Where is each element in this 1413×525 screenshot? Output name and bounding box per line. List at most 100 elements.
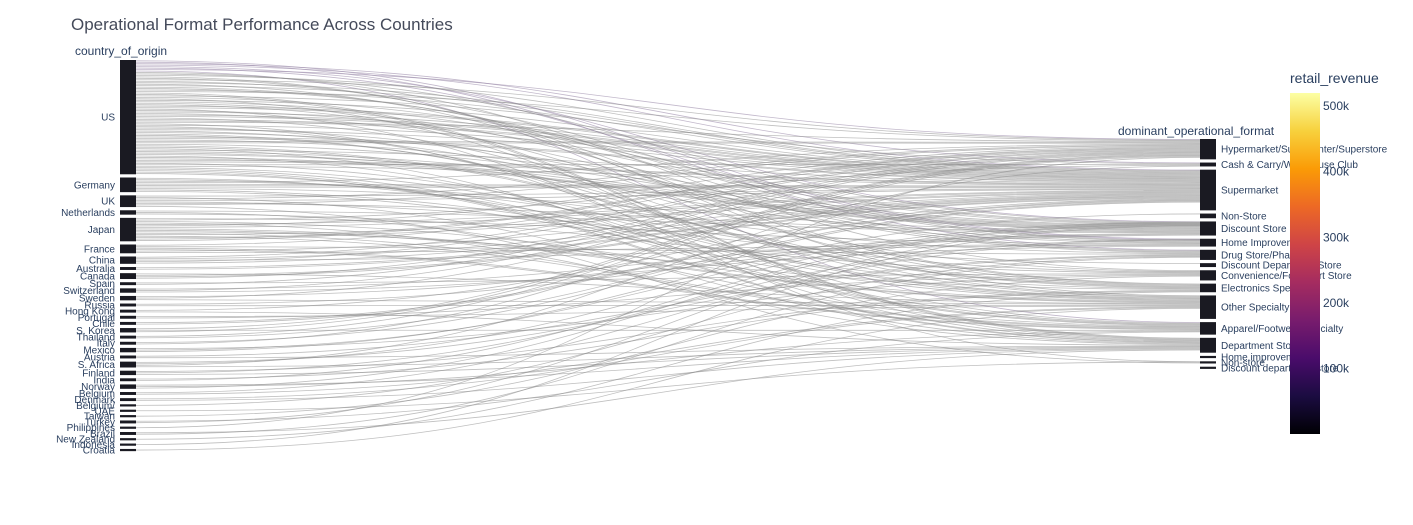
ribbon-path: [135, 305, 1201, 317]
format-bar-discount-department-store[interactable]: [1200, 263, 1216, 268]
ribbon-path: [135, 200, 1201, 325]
country-label-croatia: Croatia: [83, 446, 116, 457]
country-bar-uk[interactable]: [120, 195, 136, 208]
country-bar-indonesia[interactable]: [120, 443, 136, 446]
country-bar-taiwan[interactable]: [120, 415, 136, 418]
country-bar-chile[interactable]: [120, 321, 136, 325]
country-label-brazil: Brazil: [90, 429, 115, 440]
country-bar-s-africa[interactable]: [120, 361, 136, 368]
ribbon-path: [135, 139, 1201, 227]
country-bar-denmark[interactable]: [120, 398, 136, 402]
format-bar-non-store[interactable]: [1200, 361, 1216, 364]
ribbon-path: [135, 153, 1201, 299]
country-bar-spain[interactable]: [120, 282, 136, 286]
colorbar-tick-100k: 100k: [1323, 361, 1350, 375]
country-label-spain: Spain: [89, 279, 115, 290]
ribbon-path: [135, 149, 1201, 184]
country-label-s-korea: S. Korea: [76, 326, 115, 337]
format-bar-drug-store-pharmacy[interactable]: [1200, 249, 1216, 260]
country-bar-france[interactable]: [120, 244, 136, 254]
country-bar-portugal[interactable]: [120, 315, 136, 319]
ribbon-path: [135, 200, 1201, 339]
ribbon-path: [135, 223, 1201, 389]
country-label-uk: UK: [101, 197, 115, 208]
ribbon-path: [135, 183, 1201, 187]
format-bar-convenience-forecourt-store[interactable]: [1200, 270, 1216, 281]
country-bar-croatia[interactable]: [120, 448, 136, 452]
ribbon-path: [135, 152, 1201, 291]
country-bar-turkey[interactable]: [120, 420, 136, 424]
format-bar-department-store[interactable]: [1200, 337, 1216, 353]
country-bar-canada[interactable]: [120, 273, 136, 280]
format-bar-cash-carry-warehouse-club[interactable]: [1200, 162, 1216, 167]
country-bar-philippines[interactable]: [120, 426, 136, 429]
format-bar-apparel-footwear-specialty[interactable]: [1200, 322, 1216, 335]
format-bar-discount-store[interactable]: [1200, 221, 1216, 236]
ribbon-path: [135, 149, 1201, 263]
ribbon-path: [135, 165, 1201, 187]
ribbon-path: [135, 311, 1201, 346]
ribbon-path: [135, 91, 1201, 142]
country-label-russia: Russia: [84, 300, 115, 311]
ribbon-path: [135, 244, 1201, 253]
country-label-sweden: Sweden: [79, 294, 115, 305]
country-bar-brazil[interactable]: [120, 432, 136, 435]
ribbon-path: [135, 194, 1201, 264]
ribbon-path: [135, 118, 1201, 180]
ribbon-path: [135, 140, 1201, 143]
format-bar-hypermarket-supercenter-superstore[interactable]: [1200, 139, 1216, 160]
country-bar-india[interactable]: [120, 378, 136, 382]
country-bar-norway[interactable]: [120, 384, 136, 389]
ribbon-path: [135, 256, 1201, 406]
format-label-home-improvement: Home Improvement: [1221, 238, 1309, 249]
country-label-norway: Norway: [81, 382, 115, 393]
ribbon-path: [135, 147, 1201, 241]
country-bar-netherlands[interactable]: [120, 210, 136, 215]
colorbar-gradient: [1290, 93, 1320, 434]
format-bar-non-store[interactable]: [1200, 213, 1216, 219]
ribbon-path: [135, 99, 1201, 175]
format-label-other-specialty: Other Specialty: [1221, 303, 1289, 314]
country-bar-belgium[interactable]: [120, 392, 136, 395]
country-bar-hong-kong[interactable]: [120, 309, 136, 313]
format-bar-home-improvement[interactable]: [1200, 355, 1216, 359]
colorbar-tick-400k: 400k: [1323, 165, 1350, 179]
format-bar-electronics-specialty[interactable]: [1200, 283, 1216, 293]
country-bar-china[interactable]: [120, 256, 136, 264]
country-bar-russia[interactable]: [120, 303, 136, 307]
ribbon-path: [135, 186, 1201, 189]
ribbon-path: [135, 256, 1201, 435]
country-bar-australia[interactable]: [120, 267, 136, 270]
ribbon-path: [135, 307, 1201, 451]
country-label-denmark: Denmark: [74, 395, 116, 406]
country-bar-belgium[interactable]: [120, 404, 136, 407]
format-bar-home-improvement[interactable]: [1200, 238, 1216, 247]
country-bar-germany[interactable]: [120, 177, 136, 193]
country-bar-s-korea[interactable]: [120, 328, 136, 333]
country-bar-italy[interactable]: [120, 341, 136, 345]
ribbon-path: [135, 79, 1201, 141]
country-bar-thailand[interactable]: [120, 335, 136, 339]
country-bar-mexico[interactable]: [120, 347, 136, 353]
ribbon-path: [135, 83, 1201, 286]
country-bar-austria[interactable]: [120, 355, 136, 359]
ribbon-path: [135, 196, 1201, 270]
country-bar-new-zealand[interactable]: [120, 438, 136, 441]
format-bar-other-specialty[interactable]: [1200, 295, 1216, 319]
country-bar-uae[interactable]: [120, 409, 136, 412]
ribbon-path: [135, 198, 1201, 311]
country-bar-sweden[interactable]: [120, 295, 136, 301]
country-bar-switzerland[interactable]: [120, 288, 136, 293]
country-label-taiwan: Taiwan: [84, 412, 115, 423]
category-bars-layer: [120, 60, 1216, 452]
country-bar-us[interactable]: [120, 60, 136, 175]
format-bar-supermarket[interactable]: [1200, 169, 1216, 211]
ribbon-path: [135, 146, 1201, 227]
country-bar-finland[interactable]: [120, 370, 136, 376]
country-bar-japan[interactable]: [120, 217, 136, 242]
ribbon-path: [135, 168, 1201, 326]
ribbon-path: [135, 145, 1201, 288]
format-label-apparel-footwear-specialty: Apparel/Footwear Specialty: [1221, 324, 1343, 335]
ribbon-path: [135, 291, 1201, 440]
format-bar-discount-department-store[interactable]: [1200, 366, 1216, 369]
